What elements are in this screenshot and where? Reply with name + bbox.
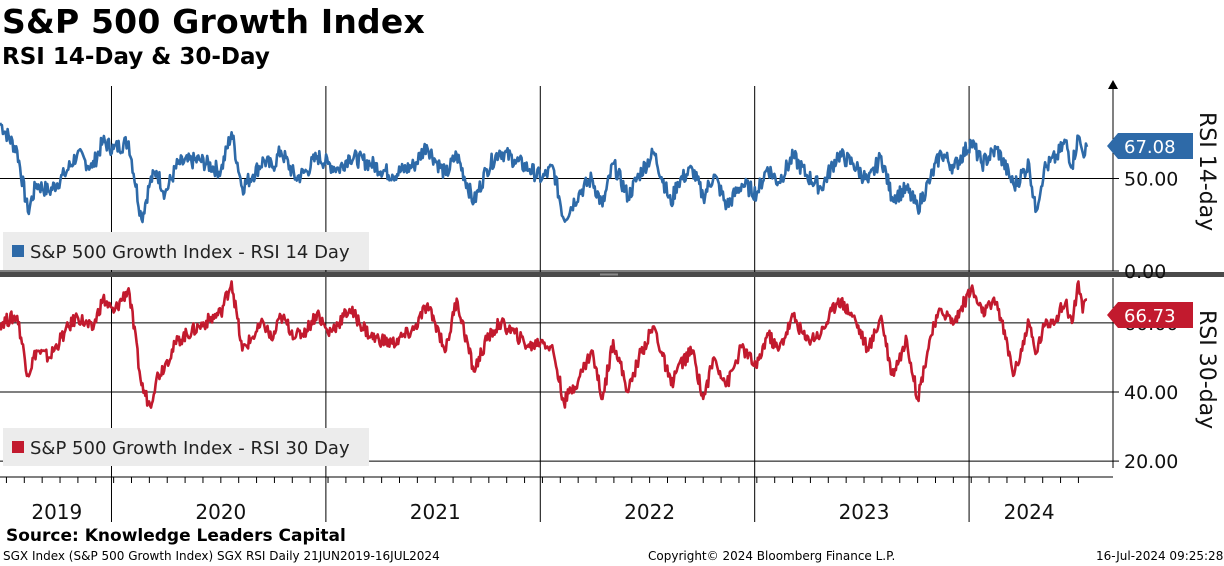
rsi14-legend-label: S&P 500 Growth Index - RSI 14 Day xyxy=(30,242,350,263)
x-tick-label: 2020 xyxy=(195,500,246,524)
series-layer xyxy=(0,122,1089,409)
rsi14-last-value-flag xyxy=(1107,133,1193,159)
footer-right: 16-Jul-2024 09:25:28 xyxy=(1096,549,1224,563)
x-tick-label: 2021 xyxy=(410,500,461,524)
rsi30-series-line xyxy=(0,280,1088,409)
axis-arrow-icon xyxy=(1108,80,1118,89)
rsi14-last-value: 67.08 xyxy=(1124,137,1176,158)
rsi30-last-value: 66.73 xyxy=(1124,306,1176,327)
rsi30-axis-title: RSI 30-day xyxy=(1194,310,1219,429)
y-tick-label: 20.00 xyxy=(1124,451,1178,473)
x-tick-label: 2024 xyxy=(1004,500,1055,524)
y-tick-label: 40.00 xyxy=(1124,382,1178,404)
source-label: Source: Knowledge Leaders Capital xyxy=(6,526,346,546)
rsi14-legend-swatch xyxy=(12,245,24,257)
footer-center: Copyright© 2024 Bloomberg Finance L.P. xyxy=(648,549,896,563)
rsi14-legend-box[interactable] xyxy=(3,232,369,270)
x-axis-labels: 2019 2020 2021 2022 2023 2024 xyxy=(5,477,1079,524)
y-tick-label: 0.00 xyxy=(1124,261,1166,283)
chart-title: S&P 500 Growth Index xyxy=(2,2,425,41)
rsi30-legend-label: S&P 500 Growth Index - RSI 30 Day xyxy=(30,438,350,459)
rsi30-last-value-flag xyxy=(1107,302,1193,328)
x-tick-label: 2023 xyxy=(839,500,890,524)
y-tick-label: 50.00 xyxy=(1124,169,1178,191)
rsi14-series-line xyxy=(0,122,1089,224)
divider-handle[interactable] xyxy=(600,273,618,276)
x-tick-label: 2019 xyxy=(31,500,82,524)
rsi30-legend-swatch xyxy=(12,441,24,453)
footer-left: SGX Index (S&P 500 Growth Index) SGX RSI… xyxy=(3,549,440,563)
rsi30-legend-box[interactable] xyxy=(3,428,369,466)
rsi14-axis-title: RSI 14-day xyxy=(1194,112,1219,231)
x-tick-label: 2022 xyxy=(624,500,675,524)
chart-subtitle: RSI 14-Day & 30-Day xyxy=(2,44,270,70)
